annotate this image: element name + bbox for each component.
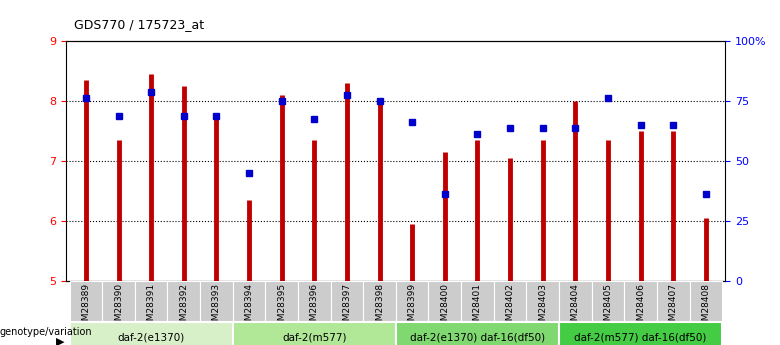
Bar bbox=[428, 281, 461, 321]
Text: GSM28393: GSM28393 bbox=[212, 283, 221, 332]
Text: GDS770 / 175723_at: GDS770 / 175723_at bbox=[74, 18, 204, 31]
Text: GSM28398: GSM28398 bbox=[375, 283, 384, 332]
Text: GSM28396: GSM28396 bbox=[310, 283, 319, 332]
Text: GSM28389: GSM28389 bbox=[81, 283, 90, 332]
Text: daf-2(e1370): daf-2(e1370) bbox=[118, 332, 185, 342]
Bar bbox=[526, 281, 559, 321]
Bar bbox=[461, 281, 494, 321]
Bar bbox=[265, 281, 298, 321]
Bar bbox=[363, 281, 396, 321]
Text: GSM28392: GSM28392 bbox=[179, 283, 188, 332]
Text: GSM28407: GSM28407 bbox=[668, 283, 678, 332]
Bar bbox=[559, 281, 591, 321]
Text: GSM28403: GSM28403 bbox=[538, 283, 548, 332]
Bar bbox=[331, 281, 363, 321]
Text: GSM28394: GSM28394 bbox=[244, 283, 254, 332]
Bar bbox=[591, 281, 624, 321]
Bar bbox=[559, 322, 722, 345]
Text: GSM28390: GSM28390 bbox=[114, 283, 123, 332]
Bar bbox=[232, 322, 396, 345]
Text: GSM28399: GSM28399 bbox=[408, 283, 417, 332]
Bar bbox=[135, 281, 168, 321]
Text: GSM28400: GSM28400 bbox=[440, 283, 449, 332]
Text: GSM28391: GSM28391 bbox=[147, 283, 156, 332]
Bar bbox=[396, 322, 559, 345]
Bar bbox=[298, 281, 331, 321]
Text: GSM28402: GSM28402 bbox=[505, 283, 515, 332]
Bar bbox=[200, 281, 232, 321]
Bar bbox=[102, 281, 135, 321]
Text: genotype/variation: genotype/variation bbox=[0, 327, 93, 337]
Text: GSM28404: GSM28404 bbox=[571, 283, 580, 332]
Text: GSM28397: GSM28397 bbox=[342, 283, 352, 332]
Text: GSM28408: GSM28408 bbox=[701, 283, 711, 332]
Text: ▶: ▶ bbox=[56, 336, 65, 345]
Text: daf-2(e1370) daf-16(df50): daf-2(e1370) daf-16(df50) bbox=[410, 332, 545, 342]
Text: GSM28395: GSM28395 bbox=[277, 283, 286, 332]
Bar bbox=[494, 281, 526, 321]
Bar bbox=[232, 281, 265, 321]
Bar bbox=[69, 281, 102, 321]
Text: daf-2(m577) daf-16(df50): daf-2(m577) daf-16(df50) bbox=[574, 332, 707, 342]
Text: GSM28405: GSM28405 bbox=[604, 283, 612, 332]
Bar bbox=[657, 281, 690, 321]
Text: daf-2(m577): daf-2(m577) bbox=[282, 332, 346, 342]
Bar bbox=[69, 322, 232, 345]
Text: GSM28406: GSM28406 bbox=[636, 283, 645, 332]
Text: GSM28401: GSM28401 bbox=[473, 283, 482, 332]
Bar bbox=[624, 281, 657, 321]
Bar bbox=[168, 281, 200, 321]
Bar bbox=[690, 281, 722, 321]
Bar bbox=[396, 281, 428, 321]
